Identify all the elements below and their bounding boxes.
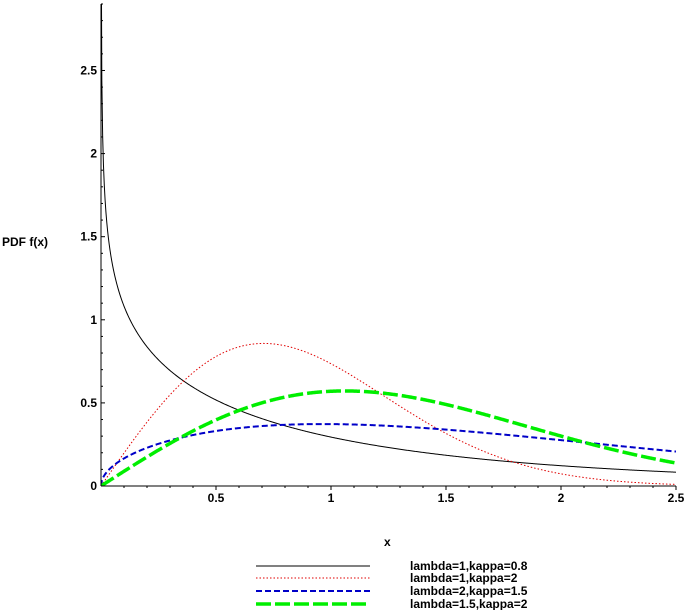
legend: lambda=1,kappa=0.8lambda=1,kappa=2lambda…: [256, 559, 528, 610]
legend-label-2: lambda=1,kappa=2: [410, 571, 518, 585]
x-tick-label: 1.5: [438, 491, 455, 505]
y-axis-label: PDF f(x): [2, 235, 48, 249]
y-tick-label: 0: [90, 479, 97, 493]
x-tick-label: 1: [328, 491, 335, 505]
series-line-1: [101, 4, 676, 473]
y-tick-label: 0.5: [80, 396, 97, 410]
axis-ticks: 0.5 1 1.5 2 2.5 0 0.5 1 1.5 2 2.5: [80, 3, 685, 505]
legend-label-4: lambda=1.5,kappa=2: [410, 597, 528, 610]
series-curves: [101, 4, 676, 486]
y-tick-label: 1.5: [80, 230, 97, 244]
series-line-4: [101, 389, 676, 486]
x-tick-label: 2: [558, 491, 565, 505]
x-axis-label: x: [384, 535, 391, 549]
y-tick-label: 2.5: [80, 63, 97, 77]
axes: [100, 4, 676, 487]
y-tick-label: 2: [90, 147, 97, 161]
y-tick-label: 1: [90, 313, 97, 327]
series-line-2: [101, 342, 676, 486]
x-tick-label: 0.5: [208, 491, 225, 505]
legend-label-1: lambda=1,kappa=0.8: [410, 559, 528, 573]
legend-label-3: lambda=2,kappa=1.5: [410, 584, 528, 598]
x-tick-label: 2.5: [668, 491, 685, 505]
